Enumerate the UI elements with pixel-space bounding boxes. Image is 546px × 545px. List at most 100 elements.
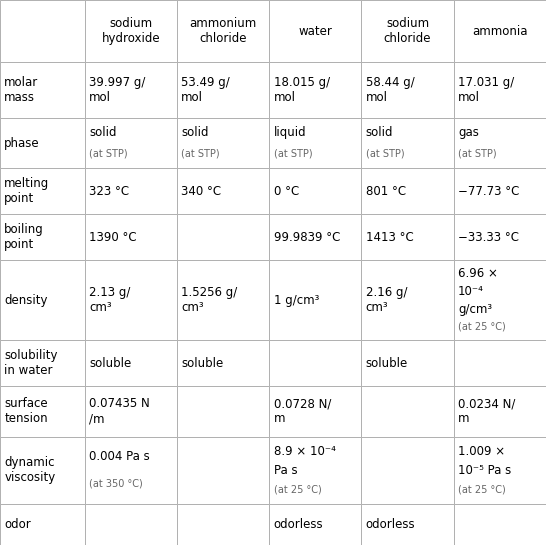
Bar (85, 437, 177, 504)
Text: 0 °C: 0 °C (274, 185, 299, 198)
Bar (85, 504, 177, 545)
Bar (0, 214, 85, 261)
Bar (269, 168, 361, 214)
Text: melting
point: melting point (4, 177, 50, 205)
Bar (177, 340, 269, 386)
Text: sodium
hydroxide: sodium hydroxide (102, 17, 160, 45)
Text: 2.13 g/
cm³: 2.13 g/ cm³ (89, 286, 130, 314)
Text: soluble: soluble (89, 357, 132, 370)
Text: 2.16 g/
cm³: 2.16 g/ cm³ (366, 286, 407, 314)
Text: (at STP): (at STP) (366, 148, 405, 158)
Text: (at 25 °C): (at 25 °C) (274, 485, 322, 495)
Bar (454, 504, 546, 545)
Text: boiling
point: boiling point (4, 223, 44, 251)
Bar (177, 0, 269, 62)
Bar (0, 504, 85, 545)
Bar (85, 62, 177, 118)
Bar (361, 118, 454, 168)
Text: 801 °C: 801 °C (366, 185, 406, 198)
Bar (177, 118, 269, 168)
Bar (361, 62, 454, 118)
Text: (at STP): (at STP) (181, 148, 220, 158)
Text: molar
mass: molar mass (4, 76, 39, 104)
Bar (177, 261, 269, 340)
Text: soluble: soluble (181, 357, 224, 370)
Text: odorless: odorless (366, 518, 416, 531)
Text: density: density (4, 294, 48, 307)
Bar (269, 504, 361, 545)
Bar (361, 261, 454, 340)
Text: 58.44 g/
mol: 58.44 g/ mol (366, 76, 414, 104)
Text: 0.0234 N/
m: 0.0234 N/ m (458, 397, 515, 426)
Bar (177, 62, 269, 118)
Text: sodium
chloride: sodium chloride (384, 17, 431, 45)
Bar (0, 118, 85, 168)
Bar (0, 62, 85, 118)
Text: 1.009 ×: 1.009 × (458, 445, 505, 458)
Text: 8.9 × 10⁻⁴: 8.9 × 10⁻⁴ (274, 445, 335, 458)
Bar (0, 386, 85, 437)
Bar (454, 340, 546, 386)
Bar (361, 340, 454, 386)
Text: 10⁻⁴: 10⁻⁴ (458, 285, 484, 298)
Text: 340 °C: 340 °C (181, 185, 222, 198)
Text: 1 g/cm³: 1 g/cm³ (274, 294, 319, 307)
Bar (0, 261, 85, 340)
Text: solid: solid (366, 126, 393, 140)
Text: solid: solid (181, 126, 209, 140)
Bar (269, 386, 361, 437)
Text: liquid: liquid (274, 126, 306, 140)
Text: 6.96 ×: 6.96 × (458, 267, 498, 280)
Bar (85, 386, 177, 437)
Bar (454, 118, 546, 168)
Bar (0, 0, 85, 62)
Bar (85, 118, 177, 168)
Bar (269, 437, 361, 504)
Text: g/cm³: g/cm³ (458, 302, 492, 316)
Bar (361, 386, 454, 437)
Text: solubility
in water: solubility in water (4, 349, 58, 377)
Bar (85, 168, 177, 214)
Bar (0, 437, 85, 504)
Text: gas: gas (458, 126, 479, 140)
Text: solid: solid (89, 126, 117, 140)
Bar (361, 437, 454, 504)
Text: odorless: odorless (274, 518, 323, 531)
Text: 1390 °C: 1390 °C (89, 231, 136, 244)
Text: (at STP): (at STP) (458, 148, 497, 158)
Text: soluble: soluble (366, 357, 408, 370)
Text: 10⁻⁵ Pa s: 10⁻⁵ Pa s (458, 464, 512, 477)
Text: ammonia: ammonia (472, 25, 527, 38)
Bar (177, 386, 269, 437)
Text: Pa s: Pa s (274, 464, 297, 477)
Bar (269, 118, 361, 168)
Text: (at 25 °C): (at 25 °C) (458, 322, 506, 332)
Text: 0.0728 N/
m: 0.0728 N/ m (274, 397, 331, 426)
Bar (454, 261, 546, 340)
Bar (454, 168, 546, 214)
Text: odor: odor (4, 518, 31, 531)
Bar (177, 504, 269, 545)
Text: 53.49 g/
mol: 53.49 g/ mol (181, 76, 230, 104)
Text: 39.997 g/
mol: 39.997 g/ mol (89, 76, 145, 104)
Text: −33.33 °C: −33.33 °C (458, 231, 519, 244)
Bar (85, 0, 177, 62)
Text: phase: phase (4, 137, 40, 149)
Text: surface
tension: surface tension (4, 397, 48, 426)
Text: (at STP): (at STP) (89, 148, 128, 158)
Bar (269, 214, 361, 261)
Bar (85, 261, 177, 340)
Text: (at 25 °C): (at 25 °C) (458, 485, 506, 495)
Bar (85, 340, 177, 386)
Bar (361, 504, 454, 545)
Text: dynamic
viscosity: dynamic viscosity (4, 456, 56, 485)
Text: 1413 °C: 1413 °C (366, 231, 414, 244)
Text: 323 °C: 323 °C (89, 185, 129, 198)
Text: −77.73 °C: −77.73 °C (458, 185, 519, 198)
Bar (269, 340, 361, 386)
Bar (454, 386, 546, 437)
Bar (269, 62, 361, 118)
Text: (at 350 °C): (at 350 °C) (89, 479, 143, 489)
Bar (454, 0, 546, 62)
Bar (361, 168, 454, 214)
